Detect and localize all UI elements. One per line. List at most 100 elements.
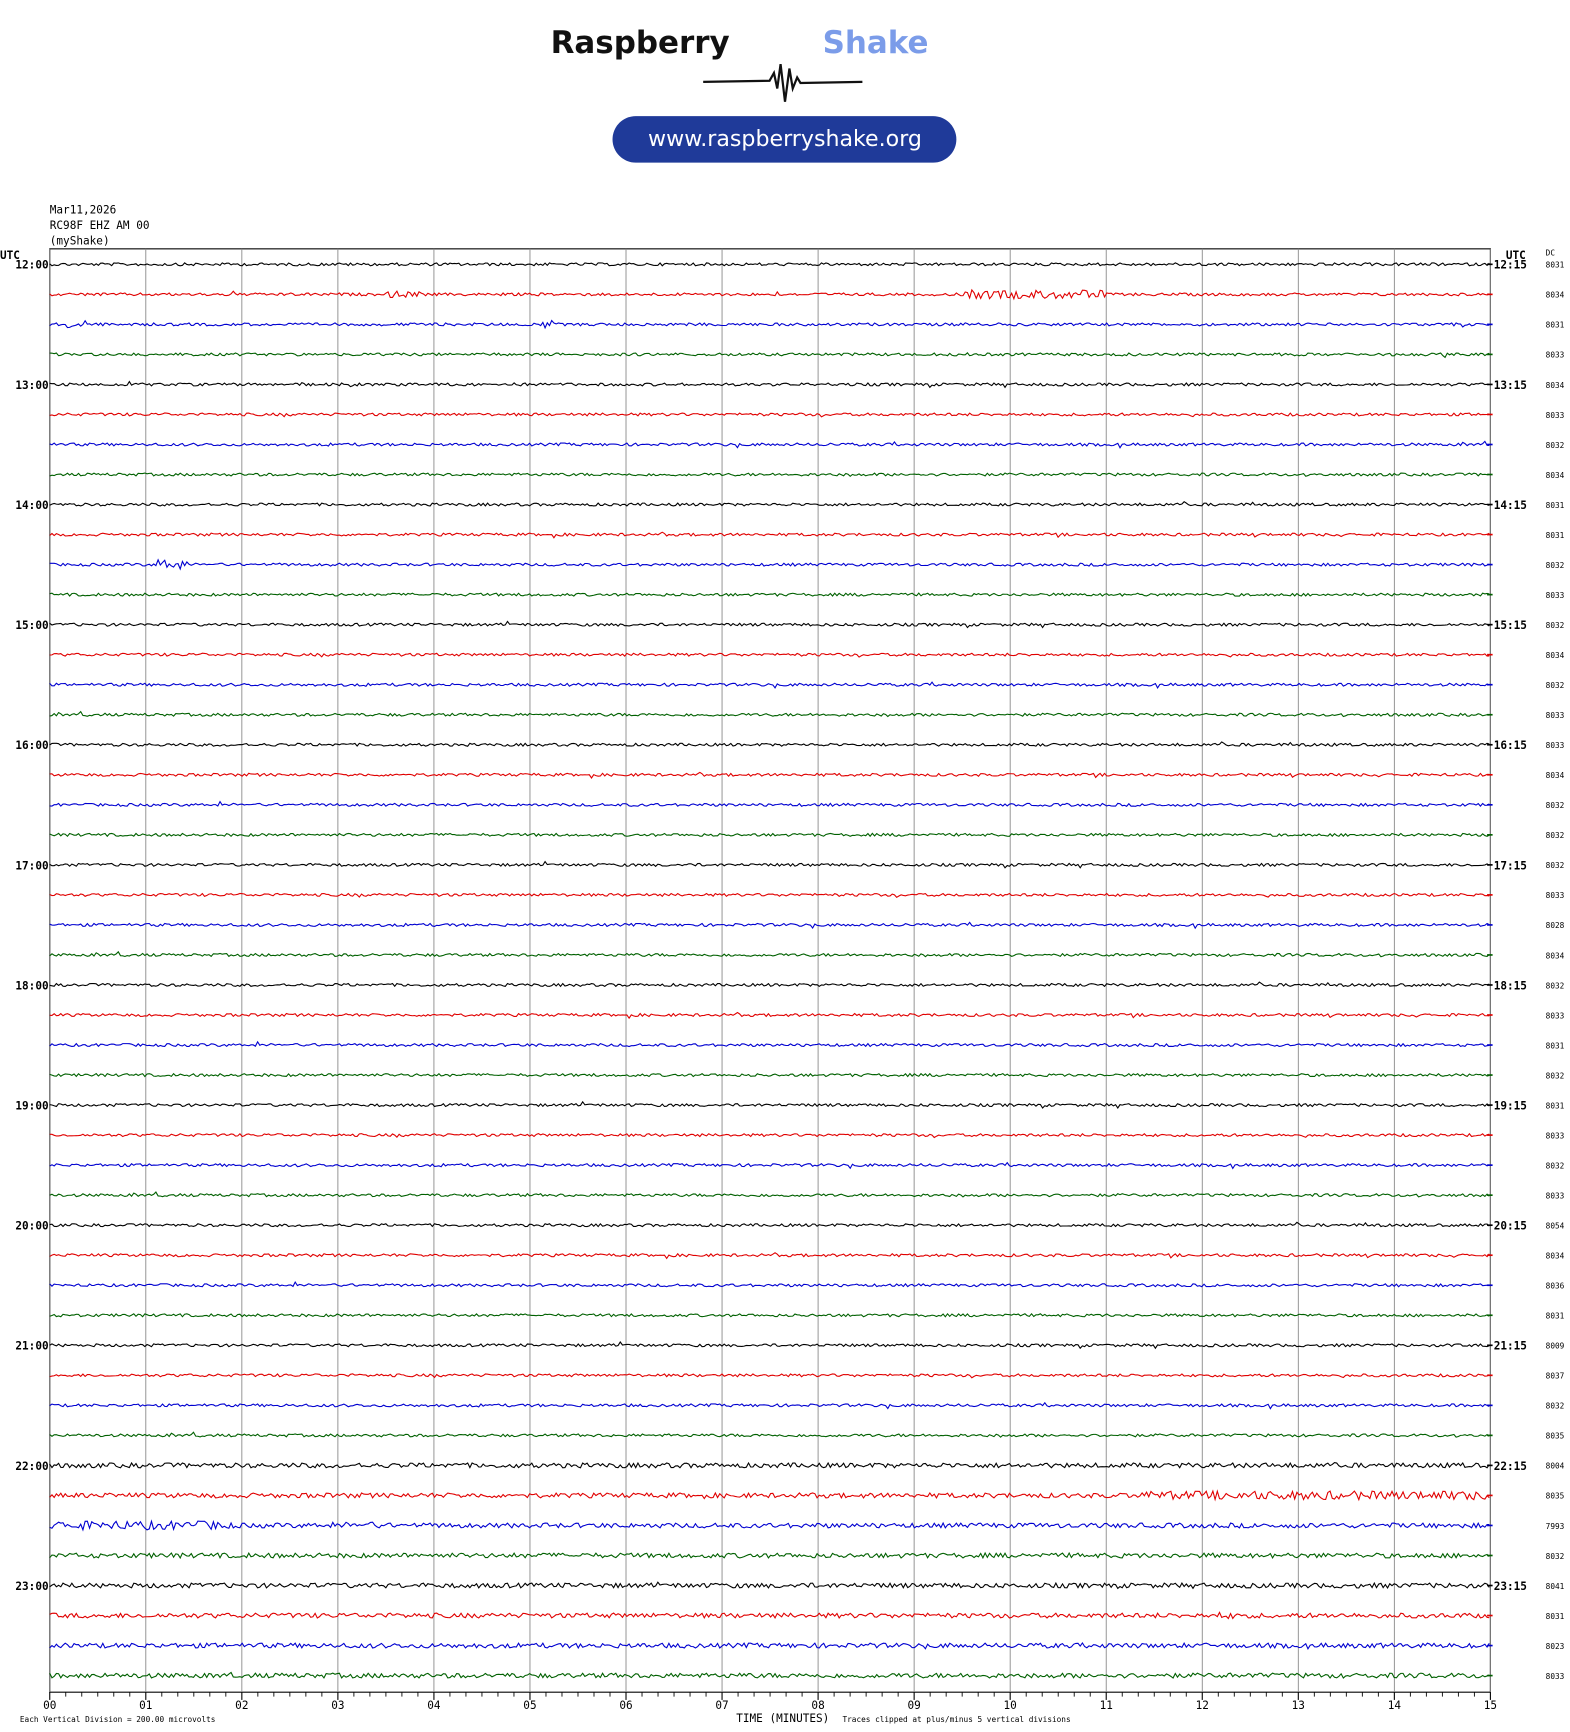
url: www.raspberryshake.org — [648, 126, 922, 152]
trace — [49, 1641, 1490, 1651]
trace — [49, 892, 1490, 899]
dc-value: 8032 — [1546, 441, 1565, 450]
trace — [49, 832, 1490, 838]
right-time-label: 21:15 — [1494, 1340, 1527, 1353]
x-tick-label: 04 — [427, 1699, 441, 1712]
trace — [49, 1252, 1490, 1260]
right-time-label: 18:15 — [1494, 979, 1527, 992]
x-tick-label: 15 — [1484, 1699, 1497, 1712]
trace — [49, 1401, 1490, 1410]
dc-value: 8034 — [1546, 951, 1565, 960]
division-note: Each Vertical Division = 200.00 microvol… — [20, 1715, 216, 1724]
trace — [49, 1519, 1490, 1532]
dc-value: 8032 — [1546, 1552, 1565, 1561]
x-tick-label: 14 — [1388, 1699, 1402, 1712]
date: Mar11,2026 — [50, 203, 117, 216]
dc-value: 8033 — [1546, 1191, 1565, 1200]
x-tick-label: 00 — [43, 1699, 56, 1712]
trace — [49, 1161, 1490, 1170]
x-tick-label: 10 — [1004, 1699, 1017, 1712]
dc-value: 8033 — [1546, 891, 1565, 900]
left-time-label: 23:00 — [15, 1580, 48, 1593]
dc-value: 8031 — [1546, 1612, 1565, 1621]
dc-value: 8037 — [1546, 1372, 1565, 1381]
clip-note: Traces clipped at plus/minus 5 vertical … — [842, 1715, 1070, 1724]
trace — [49, 1040, 1490, 1048]
url-pill — [612, 116, 957, 163]
trace — [49, 921, 1490, 930]
x-tick-label: 08 — [811, 1699, 824, 1712]
trace — [49, 412, 1490, 418]
dc-value: 8028 — [1546, 921, 1565, 930]
grid — [49, 248, 1491, 1700]
trace — [49, 1611, 1490, 1620]
trace — [49, 1341, 1490, 1350]
trace — [49, 352, 1490, 359]
trace — [49, 950, 1490, 958]
dc-value: 8034 — [1546, 771, 1565, 780]
x-tick-label: 12 — [1196, 1699, 1209, 1712]
trace — [49, 1221, 1490, 1228]
trace — [49, 981, 1490, 988]
left-time-label: 20:00 — [15, 1220, 48, 1233]
station: RC98F EHZ AM 00 — [50, 219, 150, 232]
trace — [49, 620, 1490, 629]
left-time-label: 22:00 — [15, 1460, 48, 1473]
dc-value: 8032 — [1546, 861, 1565, 870]
x-tick-label: 03 — [331, 1699, 344, 1712]
trace — [49, 531, 1490, 539]
dc-value: 8036 — [1546, 1282, 1565, 1291]
right-time-label: 13:15 — [1494, 379, 1527, 392]
left-time-label: 16:00 — [15, 739, 48, 752]
x-tick-label: 02 — [235, 1699, 248, 1712]
trace — [49, 380, 1490, 389]
dc-value: 8032 — [1546, 1402, 1565, 1411]
trace — [49, 741, 1490, 747]
trace — [49, 1191, 1490, 1198]
right-time-label: 20:15 — [1494, 1220, 1527, 1233]
dc-value: 8004 — [1546, 1462, 1565, 1471]
dc-value: 8034 — [1546, 1252, 1565, 1261]
dc-value: 8032 — [1546, 561, 1565, 570]
trace — [49, 800, 1490, 808]
trace — [49, 1011, 1490, 1020]
right-time-label: 15:15 — [1494, 619, 1527, 632]
right-time-label: 22:15 — [1494, 1460, 1527, 1473]
dc-value: 8032 — [1546, 681, 1565, 690]
trace — [49, 500, 1490, 507]
trace — [49, 1671, 1490, 1679]
trace — [49, 1312, 1490, 1318]
trace — [49, 1461, 1490, 1469]
dc-value: 8035 — [1546, 1432, 1565, 1441]
dc-value: 8032 — [1546, 621, 1565, 630]
left-time-label: 19:00 — [15, 1100, 48, 1113]
dc-value: 8032 — [1546, 1161, 1565, 1170]
dc-value: 8033 — [1546, 351, 1565, 360]
trace — [49, 1489, 1490, 1502]
x-tick-label: 05 — [523, 1699, 536, 1712]
dc-value: 8031 — [1546, 1041, 1565, 1050]
dc-value: 8034 — [1546, 381, 1565, 390]
trace — [49, 1132, 1490, 1139]
dc-value: 8033 — [1546, 1131, 1565, 1140]
dc-value: 8033 — [1546, 591, 1565, 600]
left-time-label: 15:00 — [15, 619, 48, 632]
x-tick-label: 13 — [1292, 1699, 1305, 1712]
left-axis-label: UTC — [0, 249, 20, 262]
trace — [49, 771, 1490, 779]
dc-value: 8031 — [1546, 1312, 1565, 1321]
right-time-label: 19:15 — [1494, 1100, 1527, 1113]
left-time-label: 12:00 — [15, 259, 48, 272]
trace — [49, 1072, 1490, 1078]
trace — [49, 1280, 1490, 1288]
trace — [49, 1431, 1490, 1438]
dc-value: 8031 — [1546, 1101, 1565, 1110]
dc-value: 8031 — [1546, 501, 1565, 510]
dc-value: 7993 — [1546, 1522, 1565, 1531]
trace — [49, 440, 1490, 449]
dc-value: 8031 — [1546, 531, 1565, 540]
logo-name: Shake — [823, 25, 929, 61]
labels: 00 01 02 03 04 05 06 07 08 09 10 11 12 13 14 15 8031 8034… — [15, 259, 1564, 1712]
x-tick-label: 11 — [1100, 1699, 1113, 1712]
left-time-label: 18:00 — [15, 979, 48, 992]
